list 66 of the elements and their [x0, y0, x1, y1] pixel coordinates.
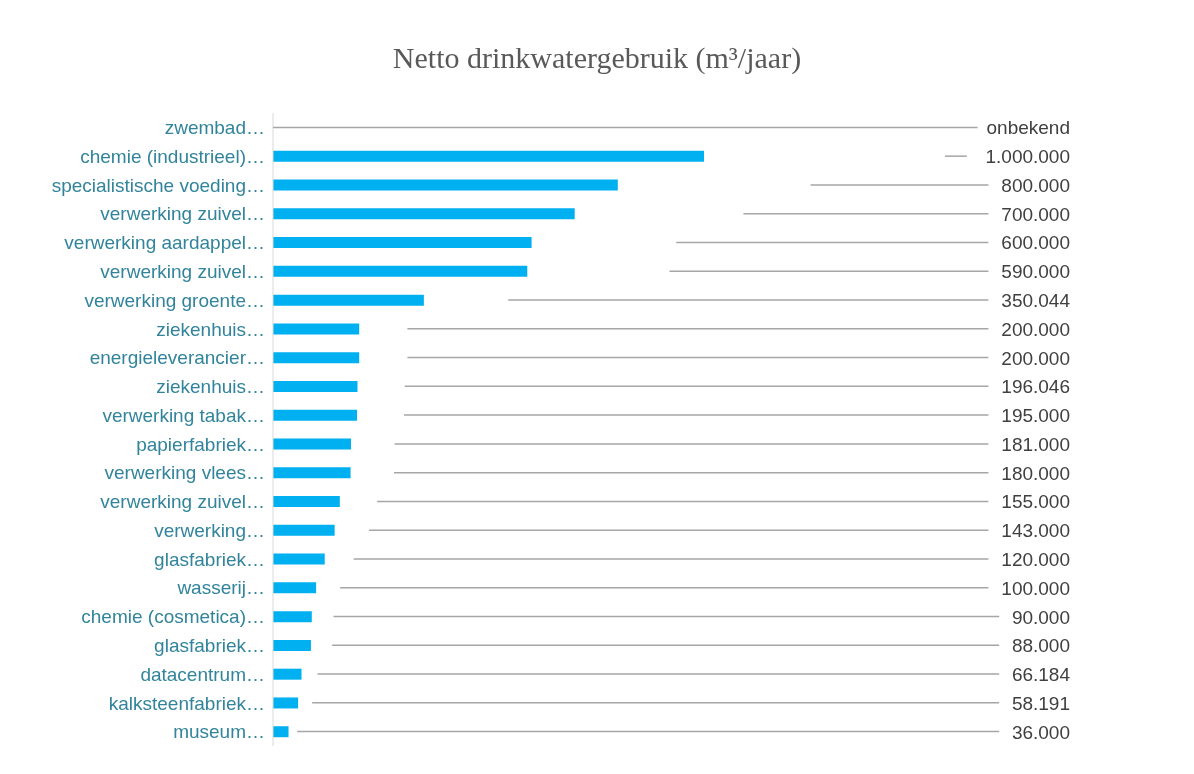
- data-label: 590.000: [1001, 261, 1070, 283]
- y-tick-label: verwerking vlees…: [104, 462, 265, 484]
- bar: [273, 496, 340, 508]
- data-label: 88.000: [1011, 635, 1070, 657]
- y-tick-label: glasfabriek…: [154, 635, 265, 657]
- bar: [273, 294, 424, 306]
- data-label: 120.000: [1001, 548, 1070, 570]
- data-label: 350.044: [1001, 290, 1071, 312]
- bar: [273, 639, 311, 651]
- bar: [273, 553, 325, 565]
- bar: [273, 697, 299, 709]
- bar: [273, 726, 289, 738]
- data-label: 100.000: [1001, 577, 1070, 599]
- y-tick-label: wasserij…: [176, 577, 265, 599]
- data-label: 600.000: [1001, 232, 1070, 254]
- data-label: 800.000: [1001, 174, 1070, 196]
- data-label: 90.000: [1011, 606, 1070, 628]
- y-tick-label: datacentrum…: [140, 663, 265, 685]
- bar: [273, 150, 704, 162]
- y-tick-label: chemie (industrieel)…: [80, 145, 265, 167]
- bar: [273, 237, 532, 249]
- y-tick-label: museum…: [173, 721, 265, 743]
- y-tick-label: energieleverancier…: [89, 347, 265, 369]
- data-label: 700.000: [1001, 203, 1070, 225]
- y-tick-label: chemie (cosmetica)…: [81, 606, 265, 628]
- y-tick-label: ziekenhuis…: [156, 376, 265, 398]
- y-tick-label: papierfabriek…: [136, 433, 265, 455]
- bar: [273, 668, 302, 680]
- y-tick-label: glasfabriek…: [154, 548, 265, 570]
- y-tick-label: verwerking tabak…: [102, 404, 265, 426]
- data-label: 195.000: [1001, 405, 1070, 427]
- bar: [273, 352, 360, 364]
- bar: [273, 467, 351, 479]
- data-label: 155.000: [1001, 491, 1070, 513]
- y-tick-label: verwerking zuivel…: [100, 260, 265, 282]
- bar: [273, 582, 317, 594]
- y-tick-label: zwembad…: [164, 117, 265, 139]
- data-label: 58.191: [1011, 692, 1070, 714]
- data-label: 200.000: [1001, 318, 1070, 340]
- y-tick-label: verwerking aardappel…: [64, 232, 265, 254]
- y-tick-label: verwerking zuivel…: [100, 491, 265, 513]
- text: onbekend: [986, 117, 1070, 139]
- bar: [273, 611, 312, 623]
- y-tick-label: verwerking…: [154, 519, 265, 541]
- bar: [273, 323, 360, 335]
- y-tick-label: specialistische voeding…: [51, 174, 265, 196]
- bar: [273, 179, 618, 191]
- y-tick-label: ziekenhuis…: [156, 318, 265, 340]
- data-label: 36.000: [1011, 721, 1070, 743]
- bar: [273, 208, 575, 220]
- bar: [273, 380, 358, 392]
- y-tick-label: verwerking zuivel…: [100, 203, 265, 225]
- chart-title: Netto drinkwatergebruik (m³/jaar): [392, 41, 802, 75]
- bar: [273, 438, 352, 450]
- data-label: 66.184: [1011, 664, 1071, 686]
- bar: [273, 524, 335, 536]
- data-label: 196.046: [1001, 376, 1070, 398]
- bar: [273, 265, 528, 277]
- y-tick-label: verwerking groente…: [84, 289, 265, 311]
- data-label: 200.000: [1001, 347, 1070, 369]
- data-label: 143.000: [1001, 520, 1070, 542]
- data-label: 181.000: [1001, 433, 1070, 455]
- data-label: 180.000: [1001, 462, 1070, 484]
- bar: [273, 409, 358, 421]
- y-tick-label: kalksteenfabriek…: [108, 692, 265, 714]
- data-label: 1.000.000: [985, 146, 1070, 168]
